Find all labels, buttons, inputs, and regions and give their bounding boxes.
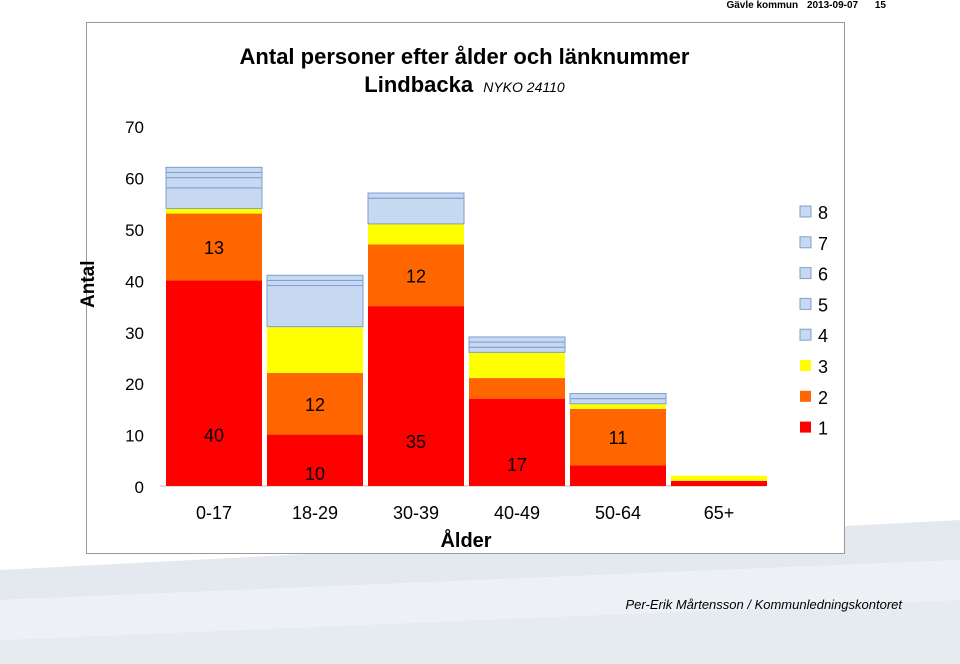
- bar-segment-18-29-series-4: [266, 285, 364, 328]
- bar-segment-0-17-series-7: [165, 166, 263, 173]
- bar-segment-65+-series-3: [671, 475, 767, 481]
- bar-segment-0-17-series-2: [166, 213, 262, 281]
- x-axis-title: Ålder: [440, 528, 491, 552]
- bar-segment-18-29-series-3: [267, 326, 363, 373]
- bar-segment-18-29-series-5: [266, 279, 364, 287]
- bar-segment-40-49-series-4: [468, 346, 566, 353]
- bar-segment-0-17-series-3: [166, 208, 262, 214]
- bar-segment-40-49-series-6: [468, 336, 566, 343]
- header-date: 2013-09-07: [806, 0, 859, 11]
- x-tick-label: 0-17: [196, 503, 232, 523]
- y-tick-label: 20: [125, 375, 144, 394]
- legend-label-5: 5: [818, 295, 828, 315]
- y-tick-label: 10: [125, 427, 144, 446]
- chart-subtitle-code: NYKO 24110: [483, 79, 565, 95]
- bg-band: [0, 600, 960, 664]
- bar-segment-40-49-series-3: [469, 352, 565, 379]
- legend-label-2: 2: [818, 388, 828, 408]
- legend-label-6: 6: [818, 265, 828, 285]
- bar-segment-40-49-series-5: [468, 341, 566, 348]
- footer-author: Per-Erik Mårtensson / Kommunledningskont…: [625, 597, 903, 612]
- y-tick-label: 60: [125, 170, 144, 189]
- data-label: 10: [305, 464, 325, 484]
- bar-segment-40-49-series-1: [469, 398, 565, 486]
- bar-segment-30-39-series-1: [368, 306, 464, 486]
- header-page: 15: [874, 0, 886, 11]
- bar-segment-50-64-series-4: [569, 398, 667, 405]
- bar-segment-18-29-series-6: [266, 274, 364, 281]
- bar-segment-30-39-series-2: [368, 244, 464, 307]
- data-label: 40: [204, 426, 224, 446]
- legend-swatch-8: [799, 205, 812, 218]
- legend-swatch-1: [800, 421, 811, 433]
- legend-label-4: 4: [818, 326, 828, 346]
- chart-title: Antal personer efter ålder och länknumme…: [239, 44, 690, 69]
- legend-swatch-3: [800, 360, 811, 371]
- bar-segment-50-64-series-2: [570, 408, 666, 466]
- data-label: 12: [305, 395, 325, 415]
- bar-segment-0-17-series-4: [165, 187, 263, 209]
- x-tick-label: 30-39: [393, 503, 439, 523]
- bg-band: [0, 560, 960, 640]
- chart-subtitle-main: Lindbacka: [364, 72, 474, 97]
- legend-label-7: 7: [818, 234, 828, 254]
- bar-segment-65+-series-1: [671, 480, 767, 486]
- data-label: 17: [507, 455, 527, 475]
- bar-segment-18-29-series-2: [267, 372, 363, 435]
- data-label: 35: [406, 432, 426, 452]
- x-tick-label: 65+: [704, 503, 735, 523]
- bar-segment-0-17-series-1: [166, 280, 262, 486]
- bar-segment-18-29-series-1: [267, 434, 363, 486]
- legend-swatch-5: [799, 297, 812, 310]
- bar-segment-50-64-series-1: [570, 465, 666, 486]
- x-tick-label: 18-29: [292, 503, 338, 523]
- chart-subtitle: Lindbacka NYKO 24110: [86, 72, 843, 98]
- bar-segment-30-39-series-4: [367, 197, 465, 225]
- bar-segment-40-49-series-2: [469, 378, 565, 399]
- legend-swatch-6: [799, 267, 812, 280]
- x-tick-label: 40-49: [494, 503, 540, 523]
- y-tick-label: 30: [125, 324, 144, 343]
- header-org: Gävle kommun: [726, 0, 799, 11]
- legend-swatch-4: [799, 328, 812, 341]
- data-label: 13: [204, 238, 224, 258]
- data-label: 12: [406, 266, 426, 286]
- x-tick-label: 50-64: [595, 503, 641, 523]
- legend-swatch-2: [800, 390, 811, 402]
- bar-segment-0-17-series-6: [165, 171, 263, 179]
- legend-label-1: 1: [818, 419, 828, 439]
- y-tick-label: 50: [125, 221, 144, 240]
- data-label: 11: [609, 428, 628, 448]
- y-tick-label: 0: [135, 478, 144, 497]
- bar-segment-0-17-series-5: [165, 177, 263, 189]
- y-tick-label: 70: [125, 118, 144, 137]
- legend-label-8: 8: [818, 203, 828, 223]
- bar-segment-30-39-series-3: [368, 223, 464, 245]
- bar-segment-50-64-series-3: [570, 403, 666, 409]
- legend-swatch-7: [799, 236, 812, 249]
- bar-segment-30-39-series-5: [367, 192, 465, 199]
- y-tick-label: 40: [125, 272, 144, 291]
- page-header: Gävle kommun 2013-09-07 15: [720, 0, 886, 11]
- legend-label-3: 3: [818, 357, 828, 377]
- bar-segment-50-64-series-5: [569, 392, 667, 400]
